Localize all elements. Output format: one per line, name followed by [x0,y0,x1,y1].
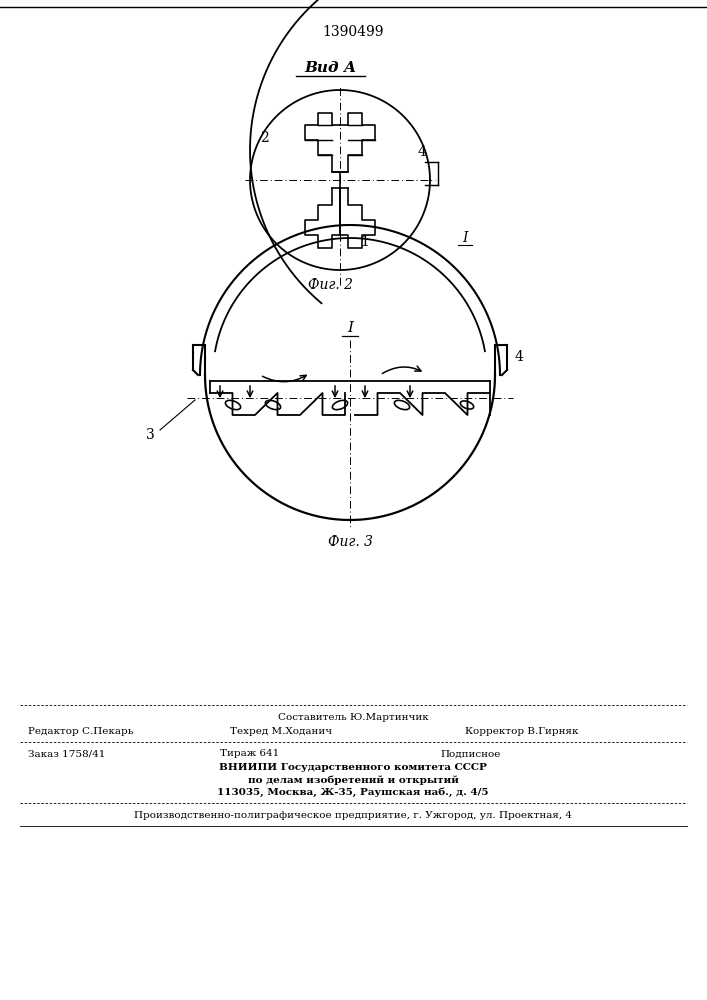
Text: I: I [462,231,468,245]
Text: Подписное: Подписное [440,750,501,758]
Text: Фиг. 2: Фиг. 2 [308,278,353,292]
Text: ВНИИПИ Государственного комитета СССР: ВНИИПИ Государственного комитета СССР [219,764,487,772]
Text: Фиг. 3: Фиг. 3 [327,535,373,549]
Text: 3: 3 [146,428,154,442]
Text: Вид А: Вид А [304,61,356,75]
Text: по делам изобретений и открытий: по делам изобретений и открытий [247,775,458,785]
Text: 1390499: 1390499 [322,25,384,39]
Text: Корректор В.Гирняк: Корректор В.Гирняк [465,726,578,736]
Text: Составитель Ю.Мартинчик: Составитель Ю.Мартинчик [278,712,428,722]
Text: Тираж 641: Тираж 641 [220,750,279,758]
Text: 1: 1 [360,235,369,249]
Text: I: I [347,321,353,335]
Text: Редактор С.Пекарь: Редактор С.Пекарь [28,726,134,736]
Text: 4: 4 [515,350,524,364]
Text: 4: 4 [418,145,427,159]
Text: 113035, Москва, Ж-35, Раушская наб., д. 4/5: 113035, Москва, Ж-35, Раушская наб., д. … [217,787,489,797]
Text: Заказ 1758/41: Заказ 1758/41 [28,750,105,758]
Text: 2: 2 [260,131,269,145]
Text: Техред М.Хoданич: Техред М.Хoданич [230,726,332,736]
Text: Производственно-полиграфическое предприятие, г. Ужгород, ул. Проектная, 4: Производственно-полиграфическое предприя… [134,810,572,820]
